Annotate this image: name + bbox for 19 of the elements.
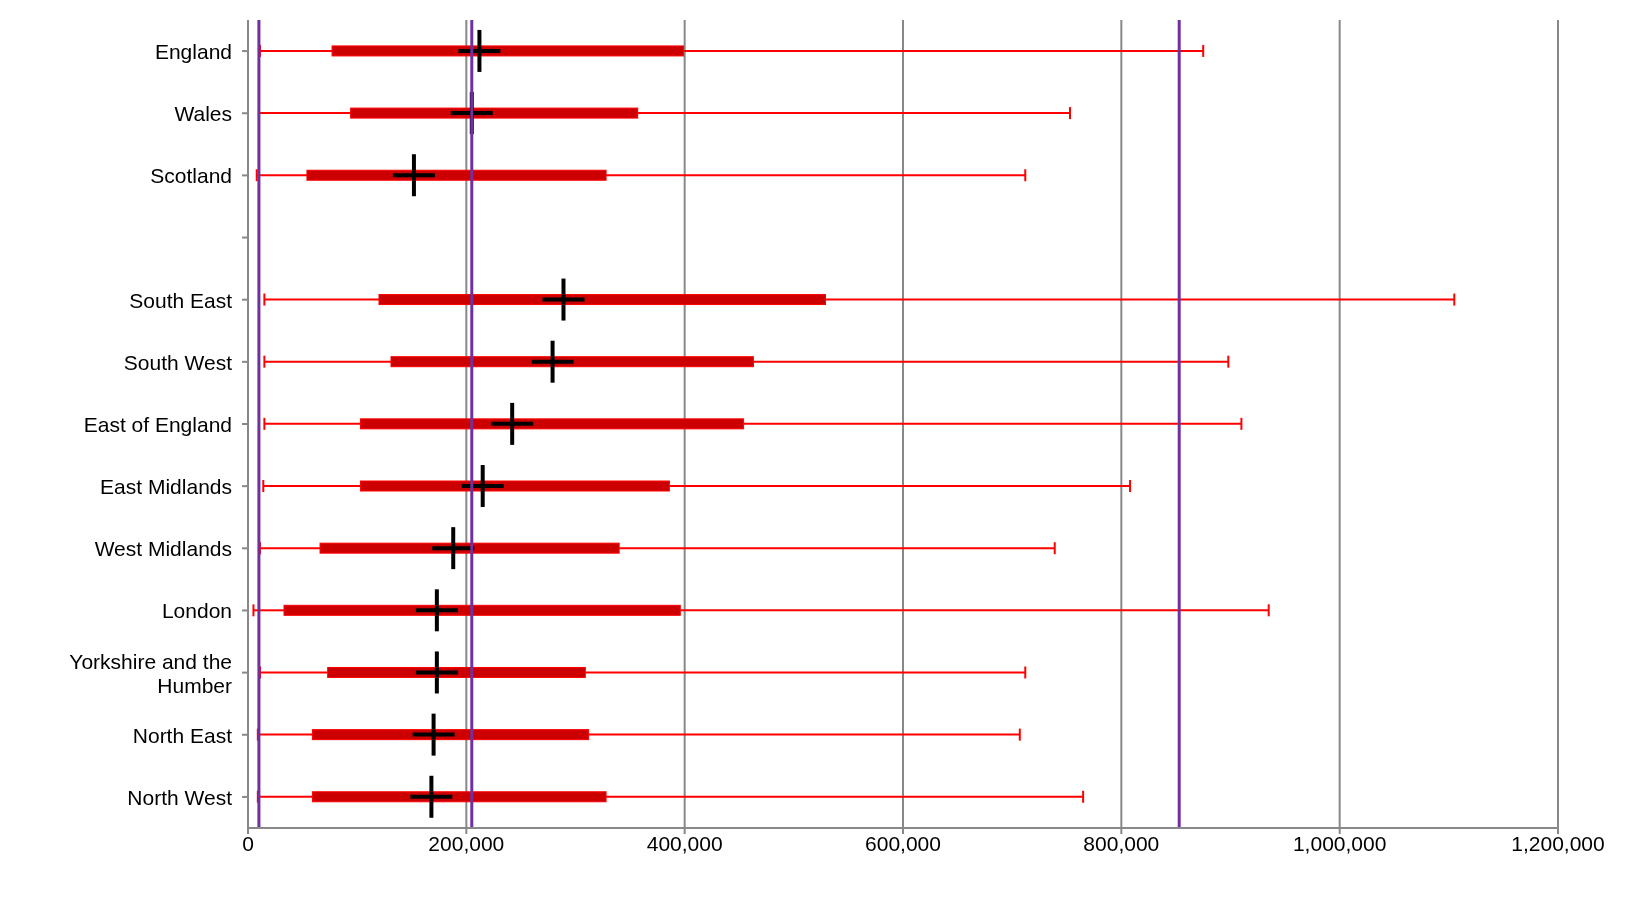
y-tick-label: North West	[127, 785, 233, 809]
x-tick-label: 0	[242, 831, 254, 855]
x-tick-label: 1,200,000	[1511, 831, 1605, 855]
y-tick-label: North East	[132, 723, 233, 747]
y-tick-label: Scotland	[150, 163, 232, 187]
y-tick-label: England	[154, 39, 232, 63]
y-tick-label: West Midlands	[94, 536, 232, 560]
x-tick-label: 200,000	[428, 831, 505, 855]
y-tick-label: South East	[129, 288, 233, 312]
x-tick-label: 600,000	[865, 831, 941, 855]
y-tick-label: East Midlands	[100, 474, 232, 498]
x-tick-label: 1,000,000	[1292, 831, 1387, 855]
y-tick-label: East of England	[83, 412, 232, 436]
y-tick-label: South West	[123, 350, 233, 374]
x-tick-label: 400,000	[646, 831, 723, 855]
y-tick-label: London	[161, 598, 232, 622]
x-tick-label: 800,000	[1083, 831, 1160, 855]
y-tick-label: Wales	[174, 101, 232, 125]
y-tick-label: Yorkshire and the Humber	[69, 649, 232, 697]
